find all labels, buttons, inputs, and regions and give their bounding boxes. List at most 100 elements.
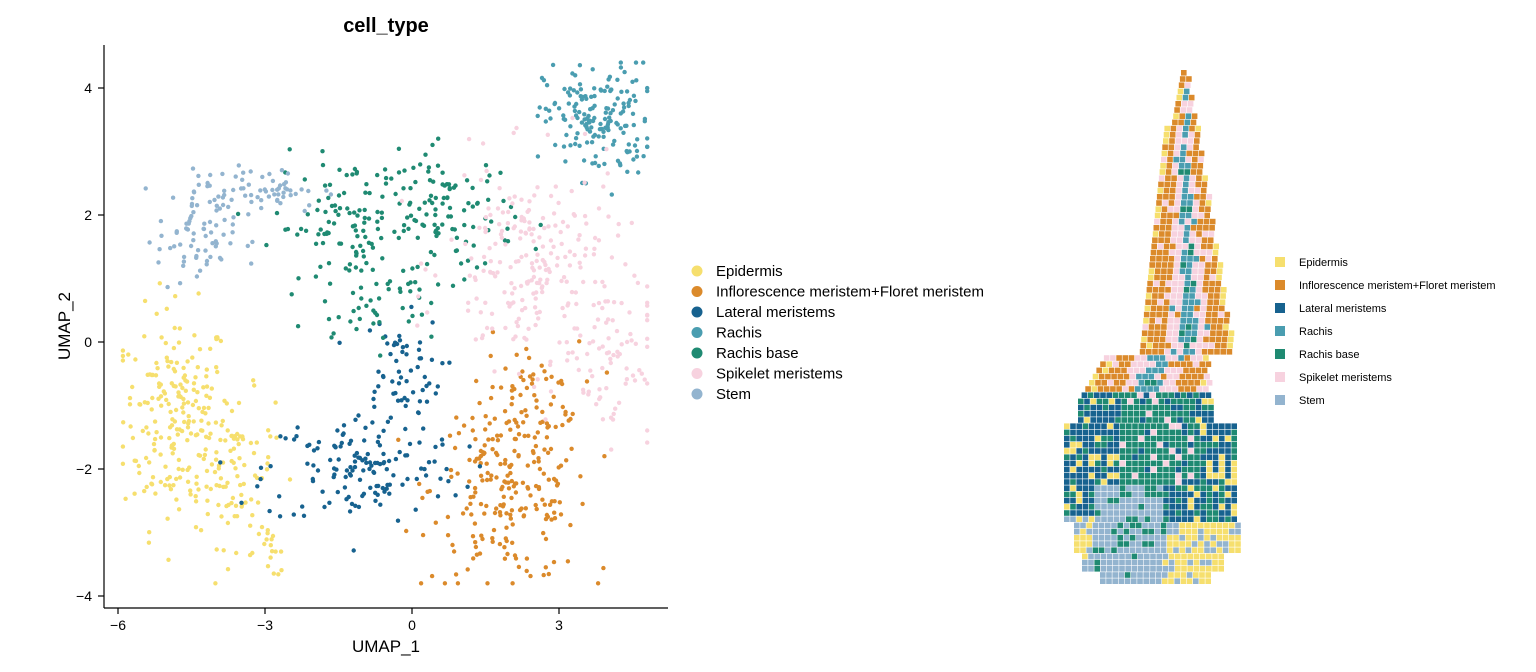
spot <box>1216 535 1223 541</box>
data-point <box>311 463 316 468</box>
data-point <box>293 191 298 197</box>
data-point <box>236 163 241 168</box>
data-point <box>536 485 542 490</box>
data-point <box>371 396 376 402</box>
spot <box>1207 243 1213 250</box>
spot <box>1163 429 1169 436</box>
spot <box>1123 522 1130 529</box>
spot <box>1086 522 1092 529</box>
spot <box>1184 386 1191 392</box>
data-point <box>440 361 445 366</box>
data-point <box>327 281 333 286</box>
data-point <box>425 310 430 315</box>
data-point <box>490 539 495 544</box>
spot <box>1212 473 1219 479</box>
spot <box>1167 535 1173 541</box>
data-point <box>451 185 457 190</box>
data-point <box>542 225 547 231</box>
data-point <box>375 492 380 497</box>
spot <box>1076 479 1082 485</box>
data-point <box>637 368 642 373</box>
data-point <box>560 305 565 311</box>
data-point <box>615 96 620 101</box>
spot <box>1111 522 1117 529</box>
series-inflorescence-meristem-floret-meristem <box>396 329 610 586</box>
data-point <box>383 175 389 181</box>
spot <box>1231 497 1237 504</box>
data-point <box>503 366 508 371</box>
spot <box>1219 504 1225 510</box>
data-point <box>176 390 181 395</box>
data-point <box>544 435 550 440</box>
spot <box>1167 212 1173 219</box>
spot <box>1136 535 1142 541</box>
spot <box>1231 510 1237 516</box>
data-point <box>522 433 527 439</box>
data-point <box>597 387 602 392</box>
data-point <box>219 514 224 519</box>
data-point <box>503 325 508 331</box>
data-point <box>627 310 632 315</box>
data-point <box>524 346 529 352</box>
data-point <box>203 233 208 239</box>
spot <box>1121 404 1127 411</box>
spot <box>1179 113 1185 119</box>
spot <box>1157 380 1163 386</box>
spot <box>1164 181 1170 188</box>
spot <box>1169 460 1175 467</box>
spot <box>1175 442 1182 448</box>
spot <box>1235 547 1241 553</box>
data-point <box>568 143 573 148</box>
spot <box>1212 256 1218 262</box>
spot <box>1070 491 1076 498</box>
data-point <box>481 254 487 260</box>
data-point <box>372 460 378 466</box>
data-point <box>380 194 385 199</box>
data-point <box>624 377 630 382</box>
spot <box>1190 169 1197 175</box>
data-point <box>578 474 583 479</box>
spot <box>1191 528 1198 535</box>
spot <box>1161 324 1167 330</box>
spot <box>1225 466 1231 473</box>
spot <box>1175 510 1182 516</box>
data-point <box>566 350 571 356</box>
data-point <box>449 474 454 479</box>
data-point <box>155 366 160 371</box>
data-point <box>173 294 178 299</box>
data-point <box>482 261 488 266</box>
spot <box>1180 206 1186 212</box>
data-point <box>248 440 254 446</box>
spot <box>1212 305 1219 312</box>
spot <box>1198 535 1204 541</box>
data-point <box>498 170 503 175</box>
data-point <box>272 192 277 197</box>
spot <box>1175 497 1182 504</box>
data-point <box>520 369 525 374</box>
data-point <box>165 516 170 521</box>
spot <box>1150 516 1157 522</box>
data-point <box>481 268 486 273</box>
spot <box>1070 497 1076 504</box>
data-point <box>259 198 264 203</box>
spot <box>1196 169 1203 175</box>
data-point <box>430 320 435 325</box>
spot <box>1187 138 1194 144</box>
spot <box>1109 417 1115 423</box>
spot <box>1216 547 1223 553</box>
spot <box>1153 386 1160 392</box>
spot <box>1187 249 1194 256</box>
data-point <box>538 222 543 228</box>
data-point <box>465 258 471 263</box>
data-point <box>416 294 421 299</box>
data-point <box>641 154 646 159</box>
data-point <box>201 385 206 390</box>
spot <box>1181 516 1188 522</box>
data-point <box>235 211 241 217</box>
data-point <box>618 65 624 70</box>
data-point <box>328 192 334 197</box>
spot <box>1132 516 1138 522</box>
spot <box>1129 522 1136 529</box>
data-point <box>586 392 591 397</box>
spot <box>1183 398 1189 405</box>
